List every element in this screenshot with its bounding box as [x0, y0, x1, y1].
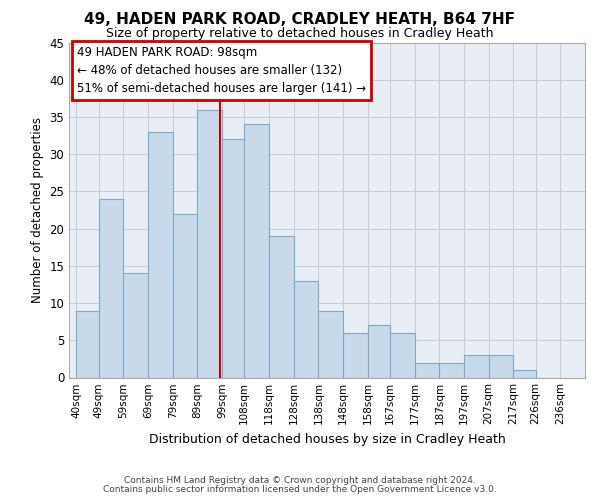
Bar: [390, 333, 415, 378]
Bar: [368, 326, 390, 378]
X-axis label: Distribution of detached houses by size in Cradley Heath: Distribution of detached houses by size …: [149, 433, 505, 446]
Bar: [222, 140, 244, 378]
Text: Contains HM Land Registry data © Crown copyright and database right 2024.: Contains HM Land Registry data © Crown c…: [124, 476, 476, 485]
Text: Size of property relative to detached houses in Cradley Heath: Size of property relative to detached ho…: [106, 28, 494, 40]
Y-axis label: Number of detached properties: Number of detached properties: [31, 117, 44, 303]
Bar: [244, 124, 269, 378]
Bar: [173, 214, 197, 378]
Bar: [293, 280, 319, 378]
Text: 49, HADEN PARK ROAD, CRADLEY HEATH, B64 7HF: 49, HADEN PARK ROAD, CRADLEY HEATH, B64 …: [85, 12, 515, 28]
Bar: [489, 355, 514, 378]
Bar: [197, 110, 222, 378]
Bar: [269, 236, 293, 378]
Bar: [319, 310, 343, 378]
Text: Contains public sector information licensed under the Open Government Licence v3: Contains public sector information licen…: [103, 485, 497, 494]
Bar: [76, 310, 98, 378]
Text: 49 HADEN PARK ROAD: 98sqm
← 48% of detached houses are smaller (132)
51% of semi: 49 HADEN PARK ROAD: 98sqm ← 48% of detac…: [77, 46, 366, 95]
Bar: [148, 132, 173, 378]
Bar: [415, 362, 439, 378]
Bar: [464, 355, 489, 378]
Bar: [343, 333, 368, 378]
Bar: [98, 199, 124, 378]
Bar: [124, 274, 148, 378]
Bar: [514, 370, 536, 378]
Bar: [439, 362, 464, 378]
